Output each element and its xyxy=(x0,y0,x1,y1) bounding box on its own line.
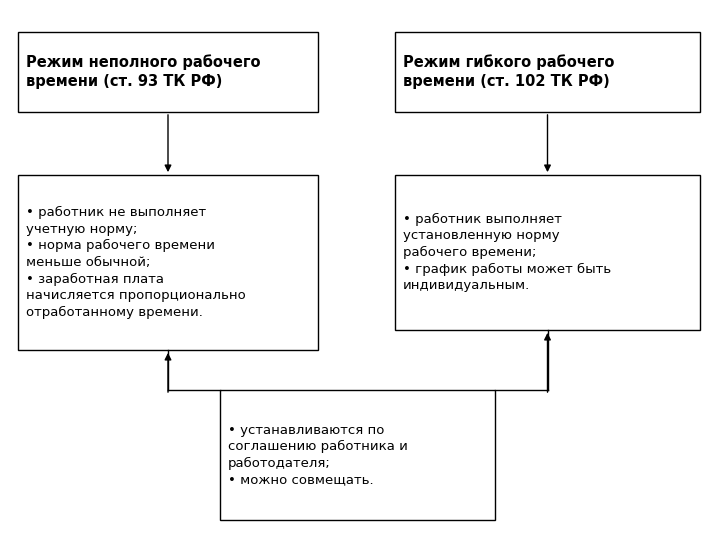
Text: Режим гибкого рабочего
времени (ст. 102 ТК РФ): Режим гибкого рабочего времени (ст. 102 … xyxy=(403,55,614,90)
Bar xyxy=(220,390,495,520)
Bar xyxy=(18,175,318,350)
Bar xyxy=(18,32,318,112)
Bar xyxy=(395,175,700,330)
Bar xyxy=(395,32,700,112)
Text: • работник выполняет
установленную норму
рабочего времени;
• график работы может: • работник выполняет установленную норму… xyxy=(403,213,611,292)
Text: Режим неполного рабочего
времени (ст. 93 ТК РФ): Режим неполного рабочего времени (ст. 93… xyxy=(26,55,261,90)
Text: • работник не выполняет
учетную норму;
• норма рабочего времени
меньше обычной;
: • работник не выполняет учетную норму; •… xyxy=(26,206,246,319)
Text: • устанавливаются по
соглашению работника и
работодателя;
• можно совмещать.: • устанавливаются по соглашению работник… xyxy=(228,424,408,487)
